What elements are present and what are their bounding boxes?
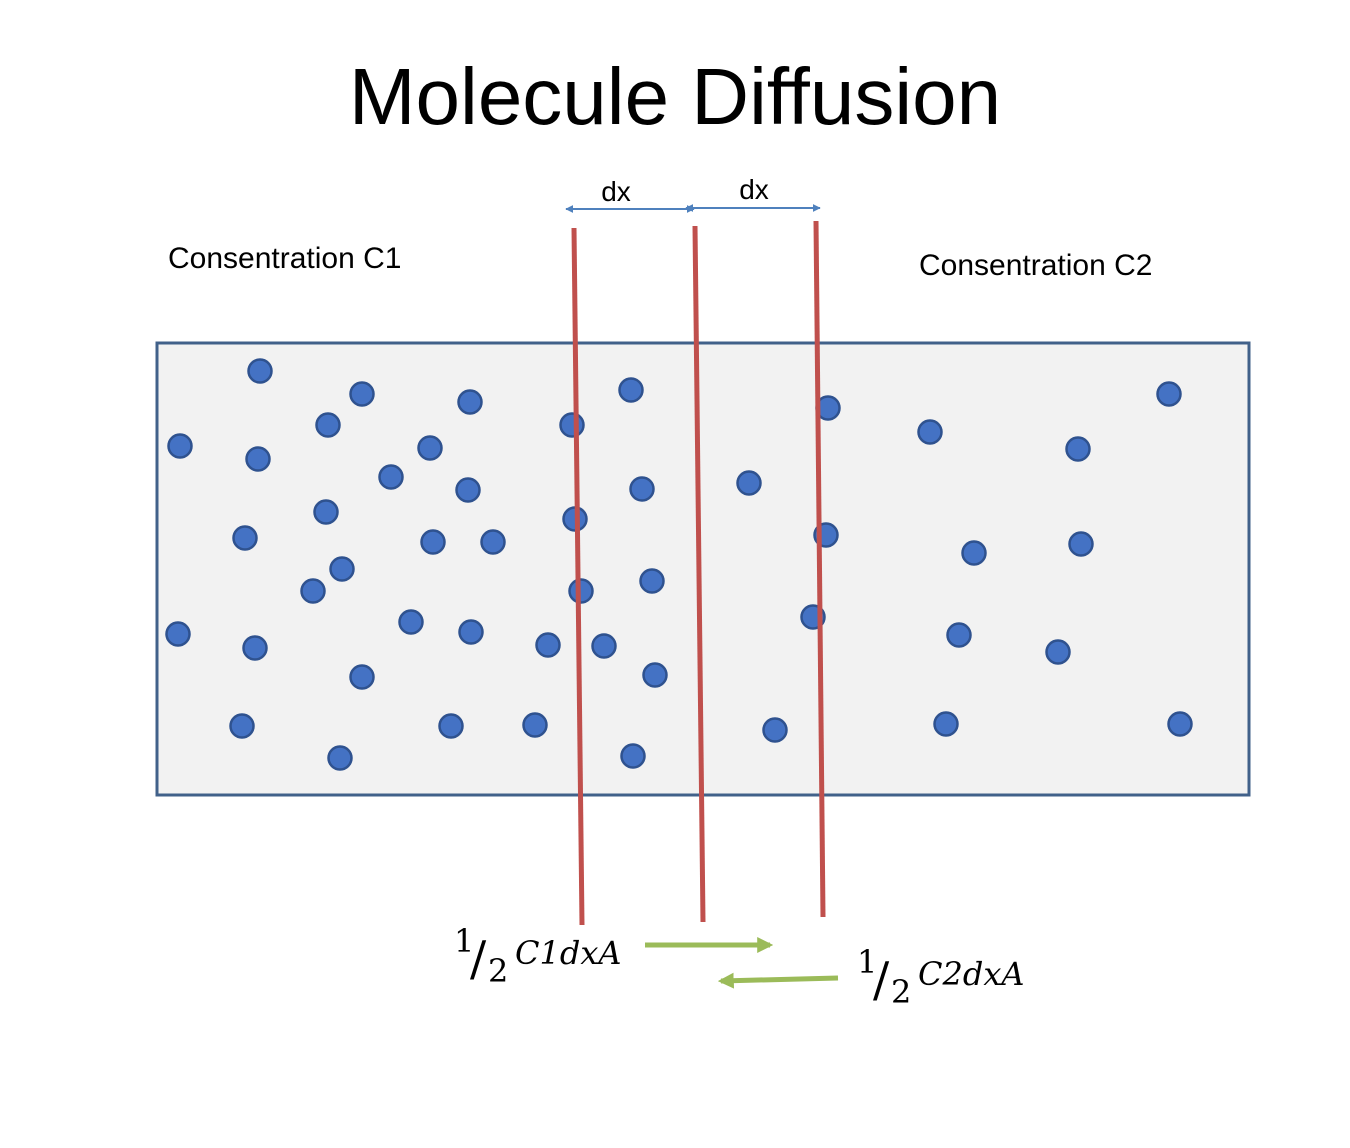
molecule	[232, 525, 258, 551]
left-formula-expression: C1dxA	[515, 934, 621, 972]
molecule	[762, 717, 788, 743]
molecule	[378, 464, 404, 490]
molecule	[1045, 639, 1071, 665]
molecule	[639, 568, 665, 594]
boundary-line-center	[692, 225, 706, 923]
molecule	[1065, 436, 1091, 462]
molecule	[1167, 711, 1193, 737]
molecule	[349, 381, 375, 407]
molecule	[629, 476, 655, 502]
molecule-group	[165, 358, 1193, 771]
molecule	[229, 713, 255, 739]
molecule	[618, 377, 644, 403]
molecule	[1156, 381, 1182, 407]
molecule	[247, 358, 273, 384]
right-concentration-label: Consentration C2	[919, 249, 1152, 282]
dx-label-right: dx	[739, 174, 769, 205]
molecule	[315, 412, 341, 438]
molecule	[535, 632, 561, 658]
molecule	[329, 556, 355, 582]
molecule	[457, 389, 483, 415]
molecule	[300, 578, 326, 604]
molecule	[438, 713, 464, 739]
molecule	[559, 412, 585, 438]
molecule	[245, 446, 271, 472]
molecule	[167, 433, 193, 459]
left-concentration-label: Consentration C1	[168, 242, 401, 275]
molecule	[242, 635, 268, 661]
molecule	[933, 711, 959, 737]
dx-label-left: dx	[601, 176, 631, 207]
molecule	[642, 662, 668, 688]
left-flux-formula: 1 / 2 C1dxA	[454, 922, 621, 990]
molecule	[420, 529, 446, 555]
molecule	[398, 609, 424, 635]
molecule	[591, 633, 617, 659]
molecule	[1068, 531, 1094, 557]
boundary-line-right	[813, 220, 826, 918]
molecule	[917, 419, 943, 445]
boundary-line-left	[571, 227, 585, 926]
diagram-title: Molecule Diffusion	[349, 52, 1001, 141]
left-formula-numerator: 1	[454, 922, 474, 960]
left-formula-slash: /	[470, 931, 487, 987]
molecule	[946, 622, 972, 648]
left-formula-denominator: 2	[488, 952, 508, 990]
molecule	[620, 743, 646, 769]
molecule	[327, 745, 353, 771]
molecule	[568, 578, 594, 604]
molecule	[417, 435, 443, 461]
molecule	[522, 712, 548, 738]
molecule	[455, 477, 481, 503]
right-formula-numerator: 1	[857, 943, 877, 981]
molecule	[349, 664, 375, 690]
right-formula-denominator: 2	[891, 973, 911, 1011]
molecule	[458, 619, 484, 645]
molecule	[736, 470, 762, 496]
molecule	[165, 621, 191, 647]
flux-arrow-left	[717, 972, 839, 989]
molecule	[961, 540, 987, 566]
right-formula-slash: /	[873, 952, 890, 1008]
right-formula-expression: C2dxA	[918, 955, 1024, 993]
molecule	[313, 499, 339, 525]
molecule	[480, 529, 506, 555]
right-flux-formula: 1 / 2 C2dxA	[857, 943, 1024, 1011]
